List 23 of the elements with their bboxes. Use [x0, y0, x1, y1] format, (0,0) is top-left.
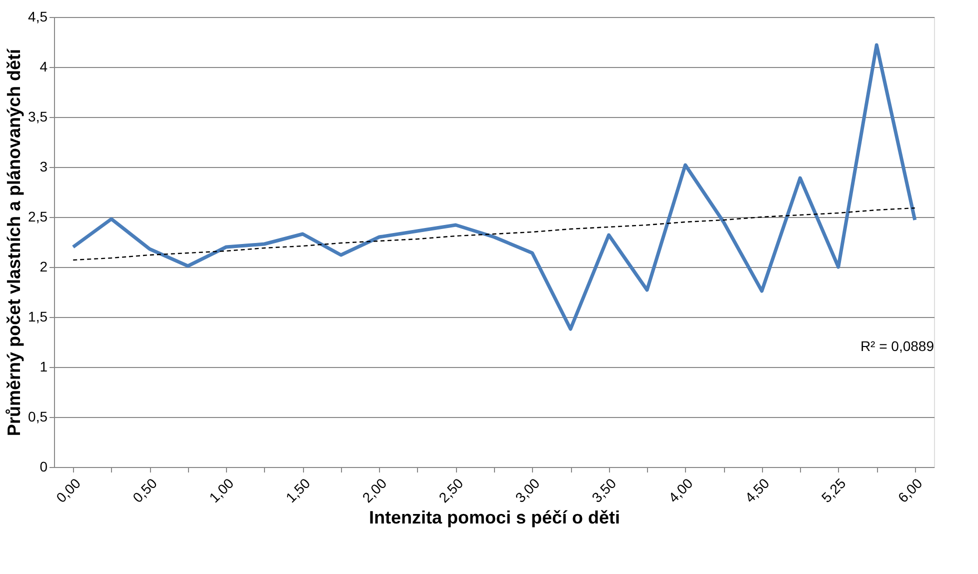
- y-tick-label: 3,5: [28, 108, 48, 124]
- y-tick-label: 0,5: [28, 408, 48, 424]
- y-tick-label: 3: [40, 158, 48, 174]
- x-tick-label: 1,50: [282, 474, 314, 506]
- x-tick-label: 0,50: [129, 474, 160, 506]
- y-tick-label: 4,5: [28, 8, 48, 24]
- x-tick-label: 3,50: [588, 474, 620, 506]
- x-axis-title: Intenzita pomoci s péčí o děti: [368, 508, 620, 528]
- y-tick-label: 2,5: [28, 208, 48, 224]
- y-tick-label: 1,5: [28, 308, 48, 324]
- x-tick-label: 4,00: [665, 474, 696, 506]
- line-series: [71, 43, 917, 331]
- x-tick-label: 0,00: [52, 474, 84, 506]
- x-tick-label: 6,00: [894, 474, 926, 506]
- x-tick-label: 3,00: [512, 474, 543, 506]
- y-tick-label: 0: [40, 458, 48, 474]
- y-axis-title: Průměrný počet vlastních a plánovaných dětí: [4, 48, 24, 436]
- x-tick-label: 4,50: [742, 474, 772, 506]
- line-series: [72, 207, 916, 261]
- y-tick-label: 1: [40, 358, 48, 374]
- y-tick-label: 2: [40, 258, 48, 274]
- y-tick-label: 4: [40, 58, 48, 74]
- annotation: R² = 0,0889: [860, 338, 934, 354]
